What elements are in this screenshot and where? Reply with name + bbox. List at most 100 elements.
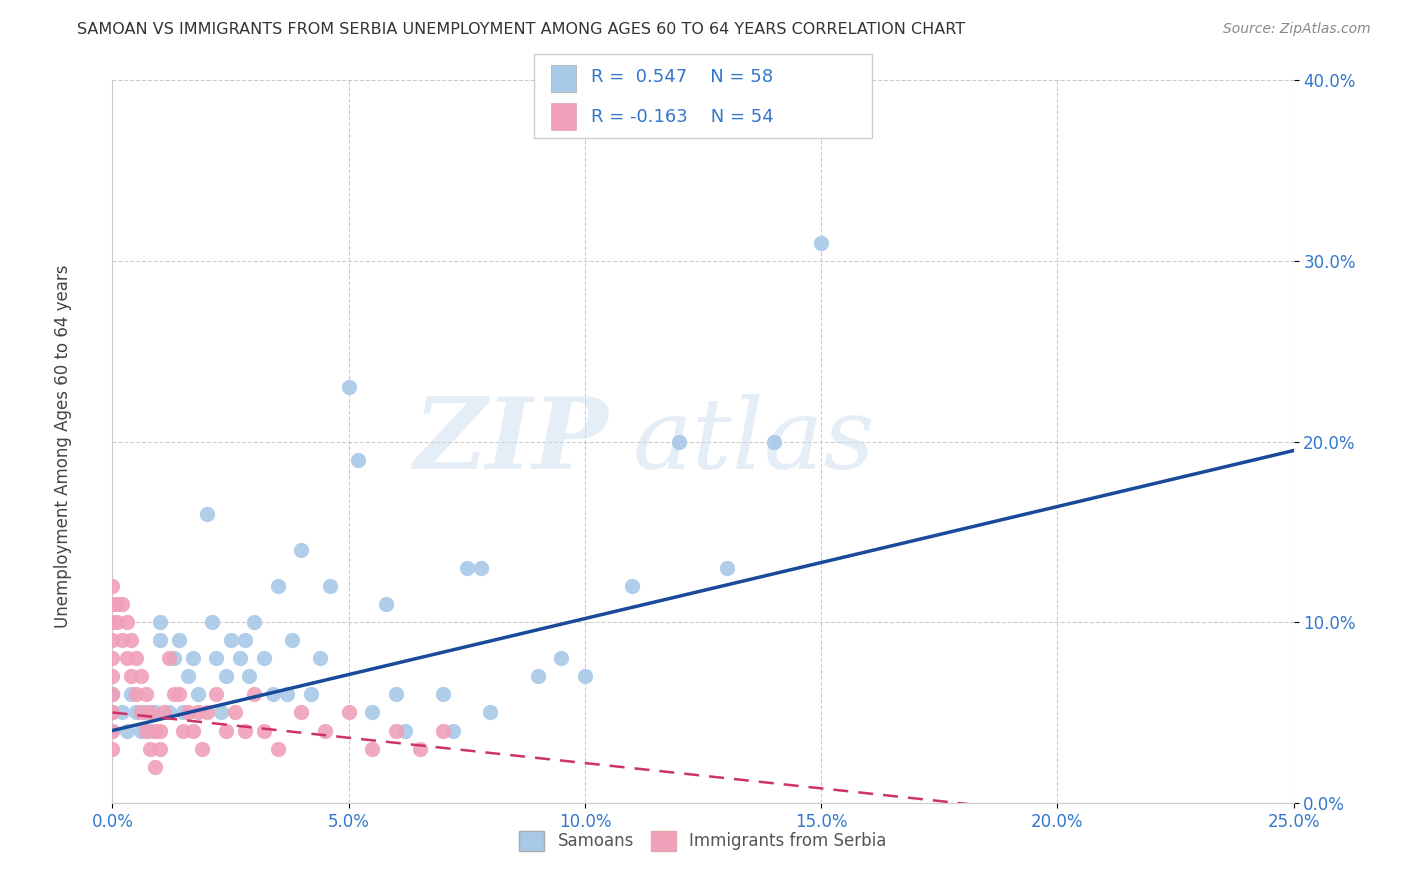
Point: [186, 706, 208, 720]
Point: [621, 579, 644, 593]
Point: [101, 723, 124, 738]
Point: [337, 380, 360, 394]
Point: [111, 706, 134, 720]
Point: [432, 723, 454, 738]
Point: [101, 706, 124, 720]
Point: [115, 723, 138, 738]
Point: [172, 723, 194, 738]
Point: [215, 669, 238, 683]
Point: [135, 687, 157, 701]
Point: [129, 669, 152, 683]
Point: [441, 723, 464, 738]
Point: [111, 597, 134, 611]
Point: [191, 741, 214, 756]
Point: [120, 687, 142, 701]
Point: [115, 651, 138, 665]
Point: [167, 687, 190, 701]
Point: [195, 706, 218, 720]
Legend: Samoans, Immigrants from Serbia: Samoans, Immigrants from Serbia: [512, 822, 894, 860]
Point: [209, 706, 232, 720]
Point: [205, 687, 228, 701]
Text: R = -0.163    N = 54: R = -0.163 N = 54: [591, 108, 773, 126]
Point: [716, 561, 738, 575]
Point: [177, 706, 200, 720]
Point: [394, 723, 416, 738]
Point: [215, 723, 238, 738]
Text: R =  0.547    N = 58: R = 0.547 N = 58: [591, 69, 773, 87]
Point: [101, 669, 124, 683]
Point: [253, 723, 276, 738]
Point: [153, 706, 176, 720]
Point: [172, 706, 194, 720]
Point: [139, 741, 162, 756]
Point: [157, 651, 180, 665]
Point: [432, 687, 454, 701]
Point: [157, 706, 180, 720]
Point: [314, 723, 336, 738]
Point: [101, 741, 124, 756]
Point: [129, 723, 152, 738]
Point: [243, 687, 266, 701]
Point: [470, 561, 492, 575]
Point: [143, 723, 166, 738]
Point: [456, 561, 478, 575]
Point: [267, 741, 290, 756]
Point: [129, 706, 152, 720]
Point: [290, 542, 312, 557]
Point: [125, 651, 148, 665]
Point: [195, 507, 218, 521]
Point: [253, 651, 276, 665]
Point: [201, 615, 224, 630]
Point: [262, 687, 284, 701]
Point: [375, 597, 398, 611]
Point: [101, 651, 124, 665]
Point: [299, 687, 322, 701]
Point: [385, 687, 408, 701]
Text: ZIP: ZIP: [413, 393, 609, 490]
Point: [229, 651, 252, 665]
Point: [163, 687, 186, 701]
Point: [479, 706, 502, 720]
Point: [125, 687, 148, 701]
Point: [526, 669, 548, 683]
Point: [177, 669, 200, 683]
Point: [101, 687, 124, 701]
Text: Source: ZipAtlas.com: Source: ZipAtlas.com: [1223, 22, 1371, 37]
Point: [181, 723, 204, 738]
Point: [224, 706, 246, 720]
Point: [135, 706, 157, 720]
Point: [181, 651, 204, 665]
Point: [115, 615, 138, 630]
Point: [101, 615, 124, 630]
Point: [347, 452, 370, 467]
Point: [337, 706, 360, 720]
Point: [309, 651, 332, 665]
Point: [281, 633, 304, 648]
Text: SAMOAN VS IMMIGRANTS FROM SERBIA UNEMPLOYMENT AMONG AGES 60 TO 64 YEARS CORRELAT: SAMOAN VS IMMIGRANTS FROM SERBIA UNEMPLO…: [77, 22, 966, 37]
Point: [139, 706, 162, 720]
Point: [408, 741, 430, 756]
Point: [111, 633, 134, 648]
Point: [290, 706, 312, 720]
Point: [120, 669, 142, 683]
Point: [149, 741, 172, 756]
Point: [120, 633, 142, 648]
Point: [101, 597, 124, 611]
Point: [186, 687, 208, 701]
Point: [233, 633, 256, 648]
Point: [149, 633, 172, 648]
Point: [385, 723, 408, 738]
Point: [550, 651, 572, 665]
Point: [319, 579, 342, 593]
Point: [105, 597, 128, 611]
Point: [149, 723, 172, 738]
Point: [810, 235, 832, 250]
Point: [233, 723, 256, 738]
Point: [125, 706, 148, 720]
Point: [135, 723, 157, 738]
Text: Unemployment Among Ages 60 to 64 years: Unemployment Among Ages 60 to 64 years: [55, 264, 72, 628]
Point: [101, 687, 124, 701]
Point: [361, 706, 384, 720]
Point: [267, 579, 290, 593]
Point: [101, 706, 124, 720]
